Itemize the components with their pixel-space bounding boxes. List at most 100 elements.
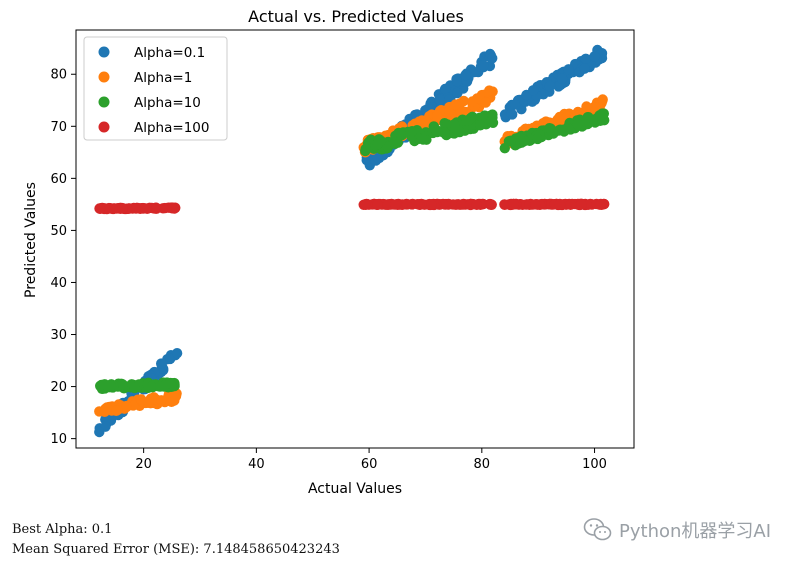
data-point [171,348,183,359]
legend-marker [98,46,110,58]
legend-label: Alpha=100 [134,120,209,136]
data-point [439,127,450,138]
data-point [508,198,519,210]
data-point [94,203,106,214]
watermark-text: Python机器学习AI [619,521,772,542]
data-point [164,353,176,365]
y-tick-label: 60 [50,172,67,187]
y-axis-ticks: 10 20 30 40 50 60 70 80 [50,68,76,447]
y-tick-label: 10 [50,432,67,447]
data-point [576,199,587,210]
y-axis-label: Predicted Values [23,182,39,298]
x-tick-label: 40 [248,457,265,472]
data-point [530,199,541,210]
data-point [99,406,110,417]
data-point [121,400,132,412]
data-point [556,73,568,85]
data-point [392,137,403,148]
data-point [532,133,543,145]
legend-marker [98,96,110,108]
data-point [156,358,167,369]
data-point [117,379,128,390]
legend-label: Alpha=0.1 [134,45,205,61]
data-point [579,119,591,130]
data-point [431,110,443,122]
data-point [166,202,178,213]
data-point [389,199,401,210]
legend-label: Alpha=1 [134,70,192,86]
y-tick-label: 20 [50,380,67,395]
data-point [486,199,497,210]
data-point [456,199,467,210]
data-point [434,94,446,105]
data-point [360,143,371,155]
y-tick-label: 50 [50,224,67,239]
data-point [580,53,591,64]
data-point [451,76,463,87]
data-point [506,108,517,119]
data-point [460,69,471,81]
data-point [509,99,521,110]
mse-output: Mean Squared Error (MSE): 7.148458650423… [12,542,340,557]
data-point [589,51,600,62]
data-point [406,199,417,210]
y-tick-label: 70 [50,120,67,135]
data-point [450,99,461,110]
x-tick-label: 80 [474,457,491,472]
x-axis-label: Actual Values [308,481,402,497]
data-point [151,203,162,214]
watermark: Python机器学习AI [583,517,771,543]
data-point [544,123,555,134]
data-point [129,382,140,394]
data-point [117,202,128,214]
data-point [514,132,525,144]
y-tick-label: 40 [50,276,67,291]
data-point [360,199,371,210]
data-point [372,138,383,150]
data-point [139,203,151,214]
data-point [443,106,455,117]
data-point [480,97,491,108]
data-point [505,135,516,146]
x-tick-label: 60 [361,457,378,472]
y-tick-label: 80 [50,68,67,83]
data-point [563,64,574,75]
data-point [439,83,451,95]
data-point [417,134,429,145]
chart-title: Actual vs. Predicted Values [248,7,464,26]
data-point [156,395,167,406]
plot-frame [75,29,635,449]
data-point [94,426,105,438]
data-point [372,199,383,210]
x-tick-label: 100 [582,457,607,472]
data-point [146,381,157,392]
data-point [111,405,122,416]
data-point [406,126,418,137]
scatter-chart: Actual vs. Predicted Values 20 40 60 80 100 … [23,7,635,497]
data-point [169,390,181,401]
best-alpha-output: Best Alpha: 0.1 [12,522,113,537]
legend-box [83,36,228,141]
data-point [487,109,498,120]
data-point [579,63,590,74]
data-point [544,80,555,92]
data-point [431,126,443,138]
x-tick-label: 20 [135,457,152,472]
legend-marker [98,71,110,83]
data-point [565,199,576,210]
legend-marker [98,121,110,133]
data-point [478,59,489,71]
data-point [581,101,592,112]
data-point [528,85,539,96]
data-point [475,120,486,131]
data-point [487,53,498,64]
x-axis-ticks: 20 40 60 80 100 [135,448,607,472]
y-tick-label: 30 [50,328,67,343]
data-point [130,203,142,214]
data-point [484,85,495,96]
data-point [554,199,566,210]
data-point [595,198,606,210]
data-point [371,152,383,163]
data-point [572,119,583,130]
legend-label: Alpha=10 [134,95,201,111]
